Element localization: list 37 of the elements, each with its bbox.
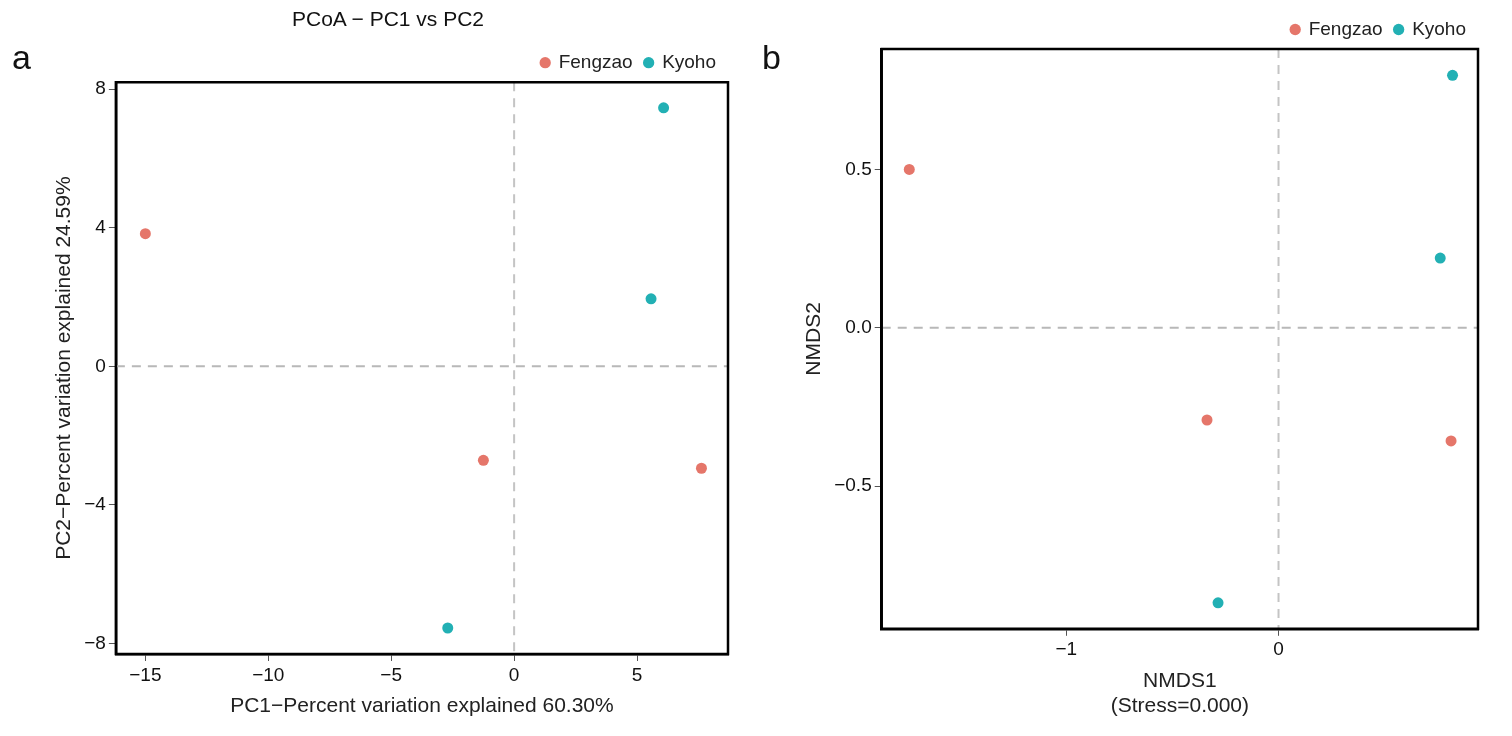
legend-label: Fengzao	[1308, 17, 1383, 39]
y-tick-label: 0	[95, 354, 106, 376]
legend-label: Fengzao	[558, 50, 633, 72]
text: a	[12, 38, 31, 77]
x-tick-label: −5	[380, 663, 403, 685]
y-axis-title: NMDS2	[801, 302, 825, 376]
x-tick-label: −15	[129, 663, 162, 685]
legend-label: Kyoho	[1412, 17, 1466, 39]
point	[1445, 435, 1457, 447]
point	[1201, 414, 1213, 426]
text: b	[762, 38, 781, 77]
x-axis-title: NMDS1 (Stress=0.000)	[1110, 668, 1250, 717]
y-tick-label: −4	[84, 493, 107, 515]
point	[903, 163, 915, 175]
x-tick-label: −1	[1055, 638, 1078, 660]
y-axis-title: PC2−Percent variation explained 24.59%	[51, 176, 75, 560]
chart-title: PCoA − PC1 vs PC2	[291, 7, 485, 31]
y-tick-label: 0.5	[845, 157, 872, 179]
y-tick-label: −0.5	[834, 474, 872, 496]
y-tick-label: 8	[95, 77, 106, 99]
point	[477, 454, 489, 466]
point	[658, 102, 670, 114]
y-tick-label: 4	[95, 215, 107, 237]
x-tick-label: 5	[631, 663, 643, 685]
point	[695, 462, 707, 474]
legend-label: Kyoho	[662, 50, 716, 72]
y-tick-label: −8	[84, 631, 106, 653]
x-axis-title: PC1−Percent variation explained 60.30%	[230, 693, 614, 717]
point	[1447, 69, 1459, 81]
point	[645, 293, 657, 305]
x-tick-label: −10	[252, 663, 285, 685]
point	[442, 622, 454, 634]
y-tick-label: 0.0	[845, 316, 872, 338]
point	[1212, 597, 1224, 609]
point	[1434, 252, 1446, 264]
point	[139, 228, 151, 240]
x-tick-label: 0	[508, 663, 520, 685]
